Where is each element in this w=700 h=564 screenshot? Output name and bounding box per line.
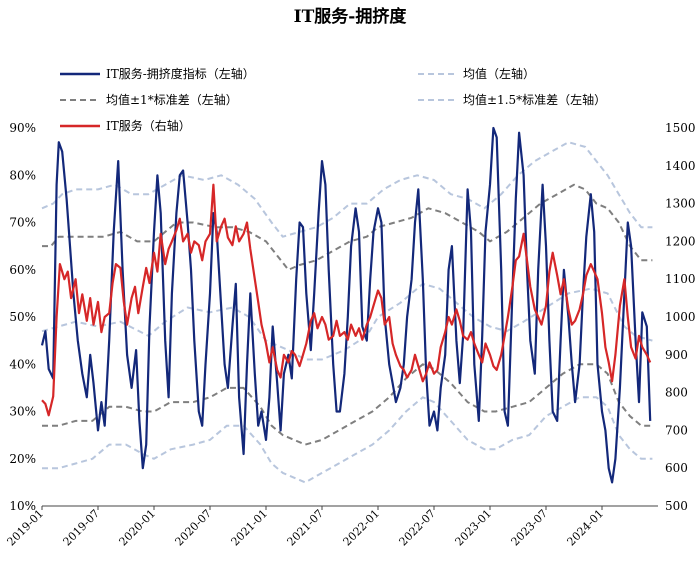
x-axis: 2019-01 2019-07 2020-01 2020-07 2021-01 2021-… [5, 506, 607, 549]
legend-item-price: IT服务（右轴） [60, 118, 191, 133]
x-tick-label: 2023-01 [453, 507, 495, 549]
x-tick-label: 2021-01 [229, 507, 271, 549]
y-axis-left: 10% 20% 30% 40% 50% 60% 70% 80% 90% [9, 121, 36, 513]
series-line-price [41, 183, 652, 417]
y-right-tick-label: 800 [665, 386, 688, 400]
y-right-tick-label: 1200 [665, 234, 696, 248]
series-line-crowd [40, 126, 652, 484]
x-tick-label: 2019-01 [5, 507, 47, 549]
x-tick-label: 2024-01 [565, 507, 607, 549]
y-right-tick-label: 700 [665, 423, 688, 437]
y-left-tick-label: 40% [9, 357, 36, 371]
legend-item-sd1: 均值±1*标准差（左轴） [60, 92, 238, 107]
legend-item-mean: 均值（左轴） [418, 66, 535, 81]
x-tick-label: 2023-07 [509, 507, 551, 549]
legend-label-sd15: 均值±1.5*标准差（左轴） [463, 92, 606, 107]
y-left-tick-label: 80% [9, 168, 36, 182]
series-line-sd15-upper [41, 141, 653, 238]
x-tick-label: 2021-07 [285, 507, 327, 549]
y-left-tick-label: 50% [9, 310, 36, 324]
y-right-tick-label: 900 [665, 348, 688, 362]
y-axis-right: 500 600 700 800 900 1000 1100 1200 1300 1400 1500 [665, 121, 696, 513]
legend-item-sd15: 均值±1.5*标准差（左轴） [418, 92, 606, 107]
chart-title: IT服务-拥挤度 [294, 6, 408, 27]
series-layer [40, 126, 653, 484]
legend-item-crowd: IT服务-拥挤度指标（左轴） [60, 66, 255, 81]
y-right-tick-label: 600 [665, 461, 688, 475]
y-left-tick-label: 30% [9, 405, 36, 419]
x-tick-label: 2022-01 [341, 507, 383, 549]
y-right-tick-label: 1000 [665, 310, 696, 324]
x-tick-label: 2022-07 [397, 507, 439, 549]
y-right-tick-label: 500 [665, 499, 688, 513]
legend-label-sd1: 均值±1*标准差（左轴） [106, 92, 238, 107]
series-line-sd15-lower [42, 396, 653, 484]
y-right-tick-label: 1300 [665, 197, 696, 211]
y-left-tick-label: 70% [9, 216, 36, 230]
series-line-sd1-upper [42, 183, 653, 271]
y-left-tick-label: 90% [9, 121, 36, 135]
legend-label-price: IT服务（右轴） [106, 118, 191, 133]
x-tick-label: 2020-01 [117, 507, 159, 549]
x-tick-label: 2019-07 [61, 507, 103, 549]
y-right-tick-label: 1400 [665, 159, 696, 173]
y-right-tick-label: 1100 [665, 272, 696, 286]
legend-label-crowd: IT服务-拥挤度指标（左轴） [106, 66, 255, 81]
y-left-tick-label: 20% [9, 452, 36, 466]
plot-area: 10% 20% 30% 40% 50% 60% 70% 80% 90% 500 600 700 800… [5, 121, 696, 548]
y-left-tick-label: 60% [9, 263, 36, 277]
x-tick-label: 2020-07 [173, 507, 215, 549]
legend: IT服务-拥挤度指标（左轴） 均值（左轴） 均值±1*标准差（左轴） 均值±1.… [60, 66, 606, 133]
y-left-tick-label: 10% [9, 499, 36, 513]
legend-label-mean: 均值（左轴） [463, 66, 535, 81]
y-right-tick-label: 1500 [665, 121, 696, 135]
